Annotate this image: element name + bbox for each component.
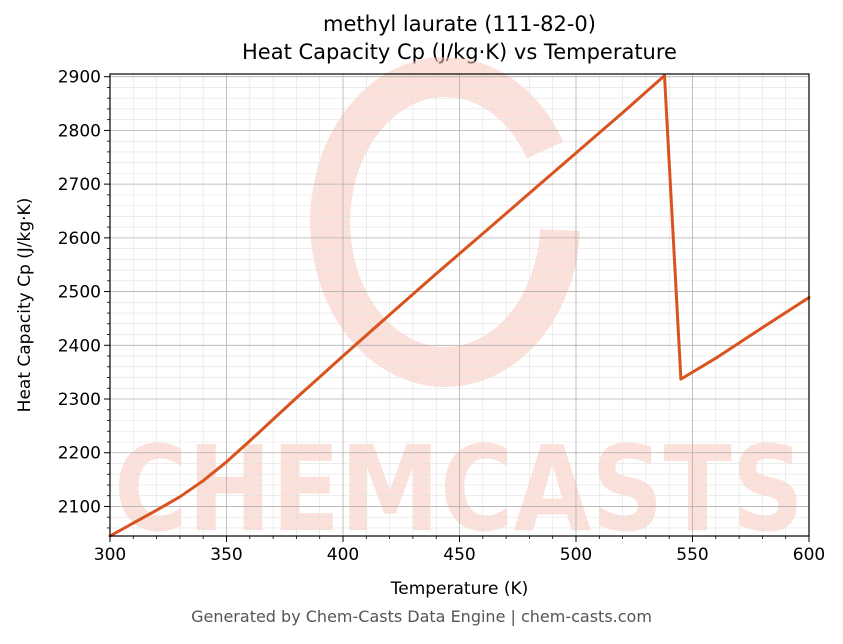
x-tick-label: 450 (443, 545, 475, 565)
y-tick-label: 2400 (58, 336, 101, 356)
x-tick-label: 400 (327, 545, 359, 565)
y-tick-label: 2500 (58, 283, 101, 303)
chart-title-line-1: methyl laurate (111-82-0) (323, 12, 596, 36)
series-line (108, 74, 811, 538)
footer-credit: Generated by Chem-Casts Data Engine | ch… (191, 607, 652, 626)
x-tick-label: 550 (676, 545, 708, 565)
watermark: CHEMCASTS (114, 57, 804, 558)
y-axis-label: Heat Capacity Cp (J/kg·K) (15, 198, 35, 413)
y-tick-label: 2900 (58, 68, 101, 88)
y-tick-label: 2100 (58, 497, 101, 517)
series-layer (108, 74, 811, 538)
y-tick-label: 2800 (58, 121, 101, 141)
y-tick-label: 2300 (58, 390, 101, 410)
watermark-logo-swirl (310, 57, 580, 387)
x-tick-label: 300 (94, 545, 126, 565)
y-tick-label: 2600 (58, 229, 101, 249)
ticks-layer: 300 350 400 450 500 550 600 2100 2200 2300 2400 250… (58, 68, 825, 565)
x-tick-label: 350 (210, 545, 242, 565)
x-tick-label: 600 (793, 545, 825, 565)
x-axis-label: Temperature (K) (390, 579, 529, 599)
grid-major (109, 74, 810, 536)
x-tick-label: 500 (560, 545, 592, 565)
y-tick-label: 2200 (58, 444, 101, 464)
watermark-text: CHEMCASTS (114, 420, 804, 558)
y-tick-label: 2700 (58, 175, 101, 195)
